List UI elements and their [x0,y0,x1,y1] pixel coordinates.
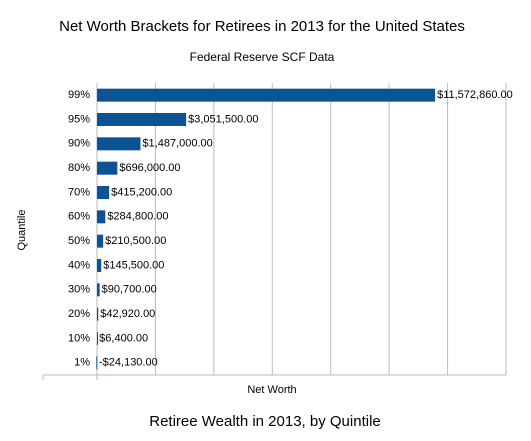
y-tick-label: 70% [68,186,90,198]
bar [97,186,110,199]
bar [97,332,98,345]
y-tick-label: 10% [68,332,90,344]
bar [97,88,436,102]
bar [96,356,98,370]
y-tick-label: 20% [68,308,90,320]
chart-title: Net Worth Brackets for Retirees in 2013 … [59,18,465,35]
bar [97,307,99,321]
y-tick-label: 90% [68,138,90,150]
y-tick-label: 40% [68,259,90,271]
chart-caption: Retiree Wealth in 2013, by Quintile [149,413,381,430]
value-label: $696,000.00 [119,162,180,174]
bar [97,113,187,126]
y-tick-label: 60% [68,211,90,223]
value-label: $284,800.00 [107,211,168,223]
y-tick-label: 50% [68,235,90,247]
value-label: $90,700.00 [102,284,157,296]
value-label: $3,051,500.00 [188,113,258,125]
value-label: -$24,130.00 [99,357,158,369]
value-label: $6,400.00 [99,332,148,344]
chart-subtitle: Federal Reserve SCF Data [190,50,335,64]
value-label: $415,200.00 [111,186,172,198]
x-axis-label: Net Worth [247,384,296,396]
y-tick-label: 1% [74,357,90,369]
bar [97,259,102,272]
y-tick-label: 99% [68,89,90,101]
y-axis-label: Quantile [16,210,28,251]
value-label: $42,920.00 [100,308,155,320]
bar [97,137,141,151]
value-label: $145,500.00 [103,259,164,271]
bar [97,161,118,175]
value-label: $1,487,000.00 [142,138,212,150]
bar [97,283,100,297]
bar [97,210,106,224]
value-label: $210,500.00 [105,235,166,247]
bar [97,234,104,248]
value-label: $11,572,860.00 [437,89,513,101]
y-tick-label: 80% [68,162,90,174]
y-tick-label: 30% [68,284,90,296]
y-tick-label: 95% [68,113,90,125]
